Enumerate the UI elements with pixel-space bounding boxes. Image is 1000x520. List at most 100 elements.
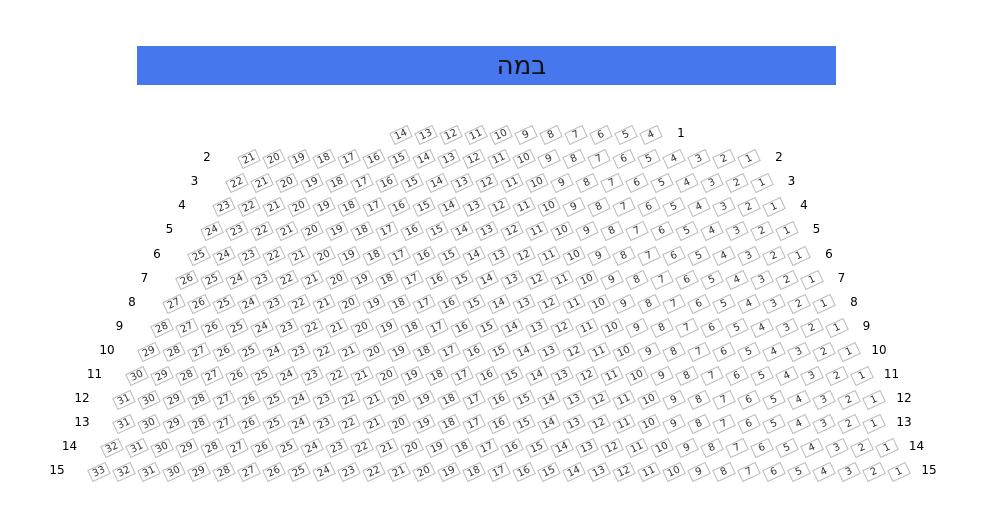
seat[interactable]: 10 bbox=[524, 173, 549, 194]
seat[interactable]: 26 bbox=[187, 293, 211, 314]
seat[interactable]: 18 bbox=[374, 269, 399, 290]
seat[interactable]: 17 bbox=[362, 197, 386, 218]
seat[interactable]: 28 bbox=[174, 365, 199, 387]
seat[interactable]: 7 bbox=[712, 389, 736, 411]
seat[interactable]: 14 bbox=[537, 389, 561, 411]
seat[interactable]: 8 bbox=[649, 317, 674, 338]
seat[interactable]: 23 bbox=[274, 317, 299, 338]
seat[interactable]: 23 bbox=[312, 414, 336, 435]
seat[interactable]: 10 bbox=[637, 414, 661, 435]
seat[interactable]: 1 bbox=[862, 414, 886, 435]
seat[interactable]: 2 bbox=[824, 365, 849, 387]
seat[interactable]: 27 bbox=[199, 365, 224, 387]
seat[interactable]: 23 bbox=[299, 365, 324, 387]
seat[interactable]: 9 bbox=[562, 197, 586, 218]
seat[interactable]: 11 bbox=[499, 173, 524, 194]
seat[interactable]: 23 bbox=[312, 389, 336, 411]
seat[interactable]: 12 bbox=[587, 389, 611, 411]
seat[interactable]: 7 bbox=[649, 269, 674, 290]
seat[interactable]: 26 bbox=[174, 269, 199, 290]
seat[interactable]: 12 bbox=[562, 341, 586, 363]
seat[interactable]: 5 bbox=[637, 148, 661, 170]
seat[interactable]: 15 bbox=[487, 341, 511, 363]
seat[interactable]: 30 bbox=[149, 438, 174, 459]
seat[interactable]: 3 bbox=[712, 197, 736, 218]
seat[interactable]: 9 bbox=[637, 341, 661, 363]
seat[interactable]: 11 bbox=[587, 341, 611, 363]
seat[interactable]: 1 bbox=[774, 221, 799, 242]
seat[interactable]: 20 bbox=[274, 173, 299, 194]
seat[interactable]: 8 bbox=[574, 173, 599, 194]
seat[interactable]: 15 bbox=[474, 317, 499, 338]
seat[interactable]: 24 bbox=[199, 221, 224, 242]
seat[interactable]: 27 bbox=[162, 293, 186, 314]
seat[interactable]: 8 bbox=[539, 124, 563, 146]
seat[interactable]: 1 bbox=[824, 317, 849, 338]
seat[interactable]: 2 bbox=[849, 438, 874, 459]
seat[interactable]: 8 bbox=[637, 293, 661, 314]
seat[interactable]: 17 bbox=[462, 389, 486, 411]
seat[interactable]: 8 bbox=[599, 221, 624, 242]
seat[interactable]: 2 bbox=[737, 197, 761, 218]
seat[interactable]: 22 bbox=[362, 462, 386, 483]
seat[interactable]: 17 bbox=[437, 341, 461, 363]
seat[interactable]: 5 bbox=[712, 293, 736, 314]
seat[interactable]: 2 bbox=[712, 148, 736, 170]
seat[interactable]: 23 bbox=[237, 245, 261, 266]
seat[interactable]: 24 bbox=[224, 269, 249, 290]
seat[interactable]: 6 bbox=[612, 148, 636, 170]
seat[interactable]: 14 bbox=[462, 245, 486, 266]
seat[interactable]: 12 bbox=[499, 221, 524, 242]
seat[interactable]: 15 bbox=[512, 389, 536, 411]
seat[interactable]: 4 bbox=[762, 341, 786, 363]
seat[interactable]: 1 bbox=[874, 438, 899, 459]
seat[interactable]: 15 bbox=[399, 173, 424, 194]
seat[interactable]: 28 bbox=[187, 414, 211, 435]
seat[interactable]: 10 bbox=[599, 317, 624, 338]
seat[interactable]: 29 bbox=[174, 438, 199, 459]
seat[interactable]: 7 bbox=[674, 317, 699, 338]
seat[interactable]: 22 bbox=[337, 414, 361, 435]
seat[interactable]: 10 bbox=[549, 221, 574, 242]
seat[interactable]: 11 bbox=[637, 462, 661, 483]
seat[interactable]: 15 bbox=[412, 197, 436, 218]
seat[interactable]: 8 bbox=[712, 462, 736, 483]
seat[interactable]: 11 bbox=[464, 124, 488, 146]
seat[interactable]: 21 bbox=[249, 173, 274, 194]
seat[interactable]: 17 bbox=[412, 293, 436, 314]
seat[interactable]: 5 bbox=[774, 438, 799, 459]
seat[interactable]: 7 bbox=[587, 148, 611, 170]
seat[interactable]: 11 bbox=[612, 414, 636, 435]
seat[interactable]: 18 bbox=[449, 438, 474, 459]
seat[interactable]: 28 bbox=[162, 341, 186, 363]
seat[interactable]: 23 bbox=[212, 197, 236, 218]
seat[interactable]: 20 bbox=[349, 317, 374, 338]
seat[interactable]: 3 bbox=[799, 365, 824, 387]
seat[interactable]: 15 bbox=[462, 293, 486, 314]
seat[interactable]: 12 bbox=[439, 124, 463, 146]
seat[interactable]: 18 bbox=[337, 197, 361, 218]
seat[interactable]: 14 bbox=[437, 197, 461, 218]
seat[interactable]: 15 bbox=[512, 414, 536, 435]
seat[interactable]: 9 bbox=[662, 414, 686, 435]
seat[interactable]: 20 bbox=[312, 245, 336, 266]
seat[interactable]: 4 bbox=[749, 317, 774, 338]
seat[interactable]: 26 bbox=[212, 341, 236, 363]
seat[interactable]: 11 bbox=[562, 293, 586, 314]
seat[interactable]: 14 bbox=[499, 317, 524, 338]
seat[interactable]: 18 bbox=[412, 341, 436, 363]
seat[interactable]: 17 bbox=[462, 414, 486, 435]
seat[interactable]: 12 bbox=[612, 462, 636, 483]
seat[interactable]: 22 bbox=[224, 173, 249, 194]
seat[interactable]: 8 bbox=[674, 365, 699, 387]
seat[interactable]: 20 bbox=[337, 293, 361, 314]
seat[interactable]: 22 bbox=[312, 341, 336, 363]
seat[interactable]: 3 bbox=[774, 317, 799, 338]
seat[interactable]: 19 bbox=[337, 245, 361, 266]
seat[interactable]: 1 bbox=[849, 365, 874, 387]
seat[interactable]: 5 bbox=[699, 269, 724, 290]
seat[interactable]: 15 bbox=[437, 245, 461, 266]
seat[interactable]: 8 bbox=[562, 148, 586, 170]
seat[interactable]: 10 bbox=[637, 389, 661, 411]
seat[interactable]: 13 bbox=[574, 438, 599, 459]
